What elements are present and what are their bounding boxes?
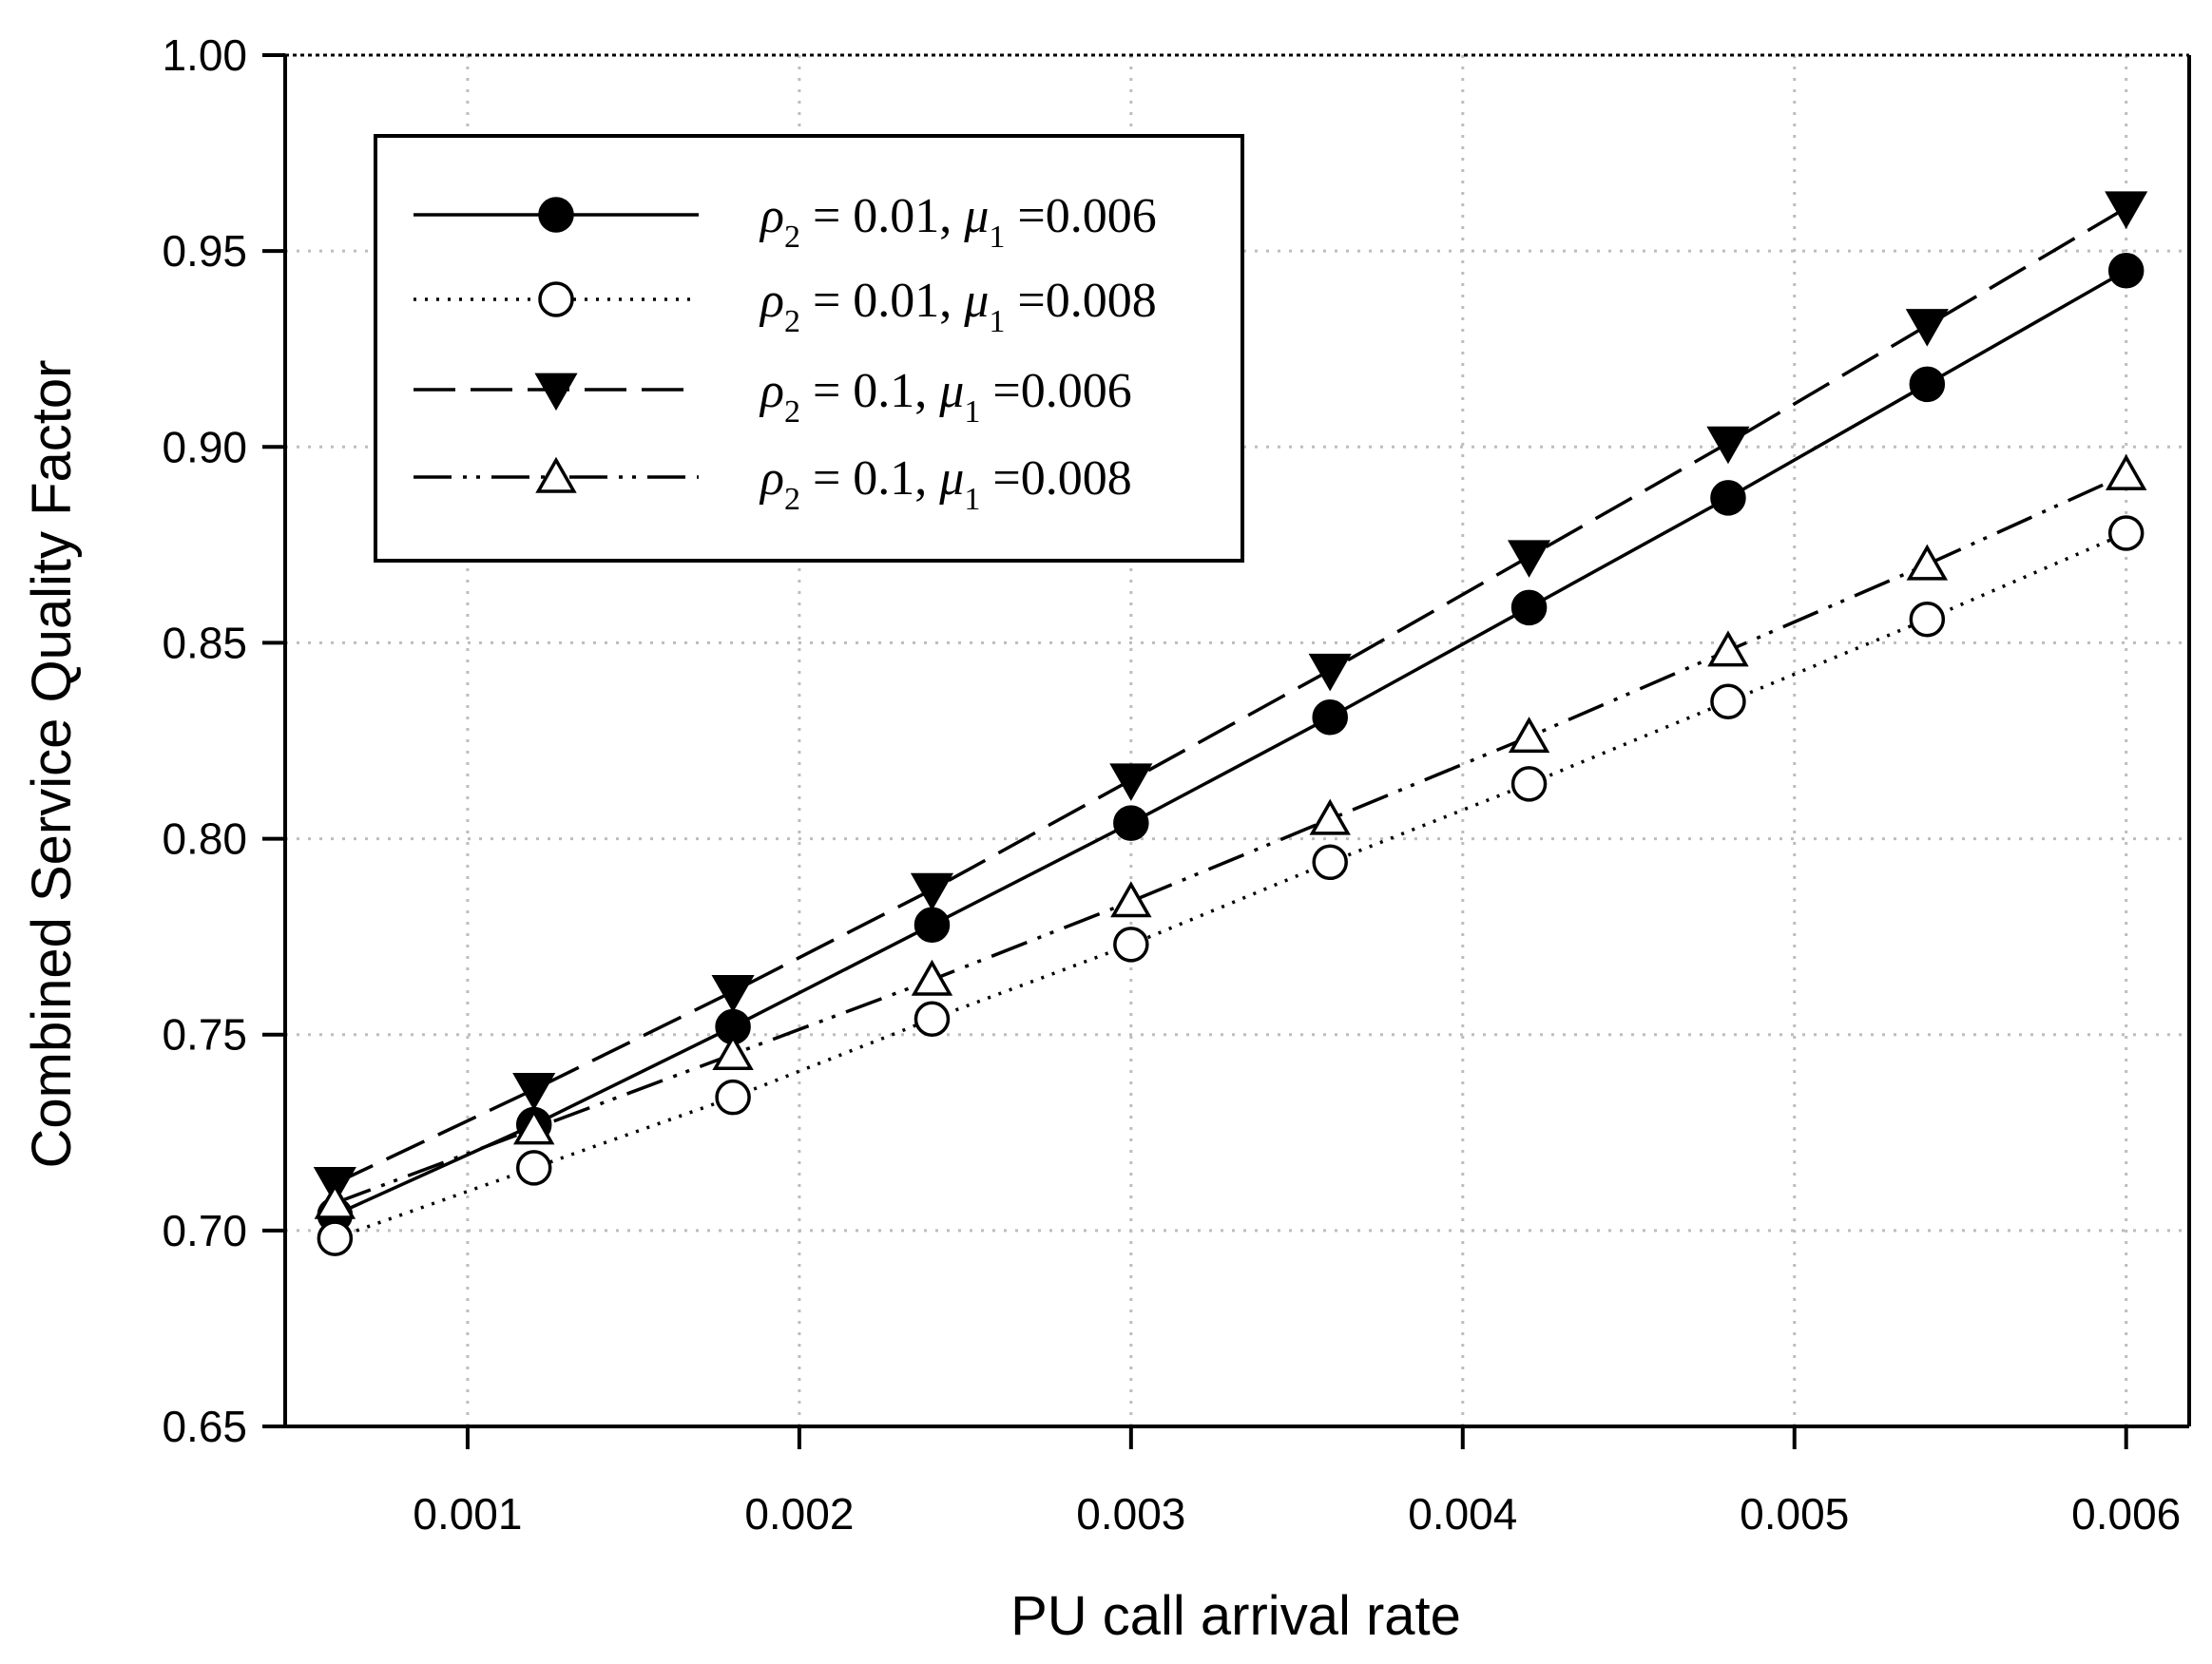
series-4-point <box>1508 717 1550 754</box>
series-layer <box>313 191 2148 1256</box>
series-1-point <box>2107 253 2145 289</box>
y-tick-label: 1.00 <box>162 30 247 80</box>
series-4-point <box>2105 453 2147 490</box>
y-tick-label: 0.85 <box>162 618 247 667</box>
series-2-point <box>1710 683 1746 720</box>
x-tick-label: 0.002 <box>744 1489 854 1539</box>
series-3-point <box>2105 191 2148 229</box>
series-4-point <box>1707 630 1749 667</box>
series-4 <box>314 453 2147 1219</box>
series-4-point <box>712 1034 754 1071</box>
series-3 <box>313 191 2148 1205</box>
series-2-point <box>1909 601 1946 638</box>
series-4-point <box>1906 544 1949 581</box>
series-4-point <box>1110 881 1152 918</box>
legend-marker <box>535 456 577 493</box>
series-3-line <box>334 206 2127 1185</box>
y-tick-label: 0.70 <box>162 1206 247 1255</box>
series-3-point <box>512 1073 556 1111</box>
series-2 <box>317 515 2145 1256</box>
series-3-point <box>1706 426 1750 465</box>
legend-label: ρ2 = 0.01, μ1 =0.008 <box>759 274 1157 339</box>
legend-marker <box>538 281 574 317</box>
series-4-point <box>1309 798 1351 835</box>
x-tick-label: 0.001 <box>413 1489 522 1539</box>
y-tick-label: 0.65 <box>162 1402 247 1451</box>
series-4-line <box>334 472 2127 1205</box>
series-2-point <box>317 1220 354 1256</box>
series-1-point <box>1113 805 1149 841</box>
series-3-point <box>711 974 755 1013</box>
legend: ρ2 = 0.01, μ1 =0.006 ρ2 = 0.01, μ1 =0.008… <box>374 134 1244 563</box>
series-2-point <box>2107 515 2145 551</box>
x-tick-label: 0.005 <box>1740 1489 1849 1539</box>
legend-entry-1: ρ2 = 0.01, μ1 =0.006 <box>414 189 1157 255</box>
legend-label: ρ2 = 0.1, μ1 =0.006 <box>759 364 1132 430</box>
y-axis-title: Combined Service Quality Factor <box>21 360 83 1169</box>
series-3-point <box>910 872 954 911</box>
series-2-point <box>515 1150 552 1186</box>
series-1-point <box>914 907 951 944</box>
series-4-point <box>513 1108 555 1145</box>
series-3-point <box>1508 540 1551 578</box>
series-3-point <box>1308 653 1352 692</box>
series-1-point <box>1909 366 1946 403</box>
legend-label: ρ2 = 0.1, μ1 =0.008 <box>759 451 1132 517</box>
x-tick-label: 0.006 <box>2071 1489 2181 1539</box>
x-axis-title: PU call arrival rate <box>1010 1585 1461 1647</box>
series-4-point <box>911 959 953 996</box>
x-tick-label: 0.003 <box>1076 1489 1185 1539</box>
series-1-line <box>334 269 2127 1216</box>
axes-layer: 0.001 0.002 0.003 0.004 0.005 0.006 0.65 0.70 0.… <box>162 30 2191 1539</box>
x-tick-label: 0.004 <box>1408 1489 1517 1539</box>
series-2-point <box>715 1079 751 1116</box>
legend-entry-3: ρ2 = 0.1, μ1 =0.006 <box>414 364 1132 430</box>
legend-entry-2: ρ2 = 0.01, μ1 =0.008 <box>414 274 1157 339</box>
series-3-point <box>1905 309 1949 347</box>
legend-marker <box>538 197 574 233</box>
legend-entry-4: ρ2 = 0.1, μ1 =0.008 <box>414 451 1132 517</box>
y-tick-label: 0.80 <box>162 814 247 864</box>
series-2-point <box>914 1001 951 1037</box>
series-2-point <box>1312 844 1348 881</box>
legend-box <box>374 134 1244 563</box>
series-1-point <box>1510 589 1548 626</box>
series-3-point <box>1109 763 1153 801</box>
series-2-line <box>334 531 2127 1240</box>
legend-marker <box>534 373 578 411</box>
series-4-point <box>314 1182 356 1219</box>
series-1-point <box>1312 699 1348 736</box>
y-tick-label: 0.75 <box>162 1010 247 1060</box>
series-1-point <box>1710 480 1746 516</box>
series-2-point <box>1510 766 1548 802</box>
y-tick-label: 0.95 <box>162 226 247 276</box>
y-tick-label: 0.90 <box>162 422 247 471</box>
series-2-point <box>1113 927 1149 963</box>
legend-label: ρ2 = 0.01, μ1 =0.006 <box>759 189 1157 255</box>
